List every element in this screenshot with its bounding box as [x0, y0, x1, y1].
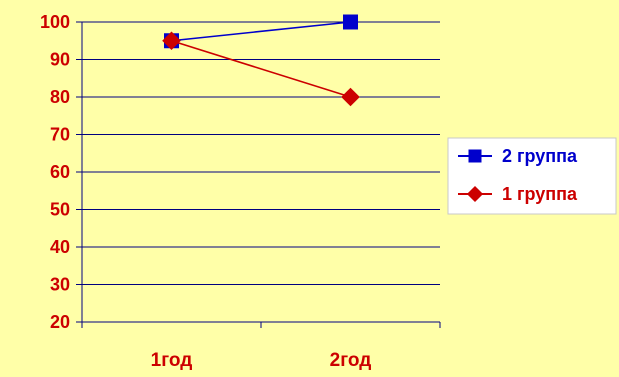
- series-line-1: [171, 21, 351, 42]
- y-tick-label: 70: [50, 125, 70, 145]
- y-tick-label: 40: [50, 237, 70, 257]
- legend: 2 группа 1 группа: [447, 137, 617, 215]
- data-point-s1-2: [343, 14, 358, 30]
- y-tick-label: 60: [50, 162, 70, 182]
- x-tick-label: 1год: [151, 350, 193, 371]
- axes: 20 30 40 50 60 70 80 90 100 1год 2год: [40, 12, 441, 371]
- legend-label-2: 1 группа: [502, 184, 578, 204]
- legend-marker-2: [466, 185, 484, 203]
- legend-label-1: 2 группа: [502, 146, 578, 166]
- gridlines: [82, 21, 440, 323]
- y-tick-label: 80: [50, 87, 70, 107]
- y-tick-label: 50: [50, 200, 70, 220]
- y-tick-label: 20: [50, 312, 70, 332]
- y-tick-label: 90: [50, 50, 70, 70]
- series-line-2: [171, 39, 351, 98]
- x-tick-label: 2год: [330, 350, 372, 371]
- y-tick-label: 100: [40, 12, 70, 32]
- legend-marker-1: [468, 149, 482, 163]
- y-tick-label: 30: [50, 275, 70, 295]
- data-point-s2-1: [162, 31, 181, 51]
- series-layer: [162, 14, 360, 107]
- data-point-s2-2: [341, 87, 360, 107]
